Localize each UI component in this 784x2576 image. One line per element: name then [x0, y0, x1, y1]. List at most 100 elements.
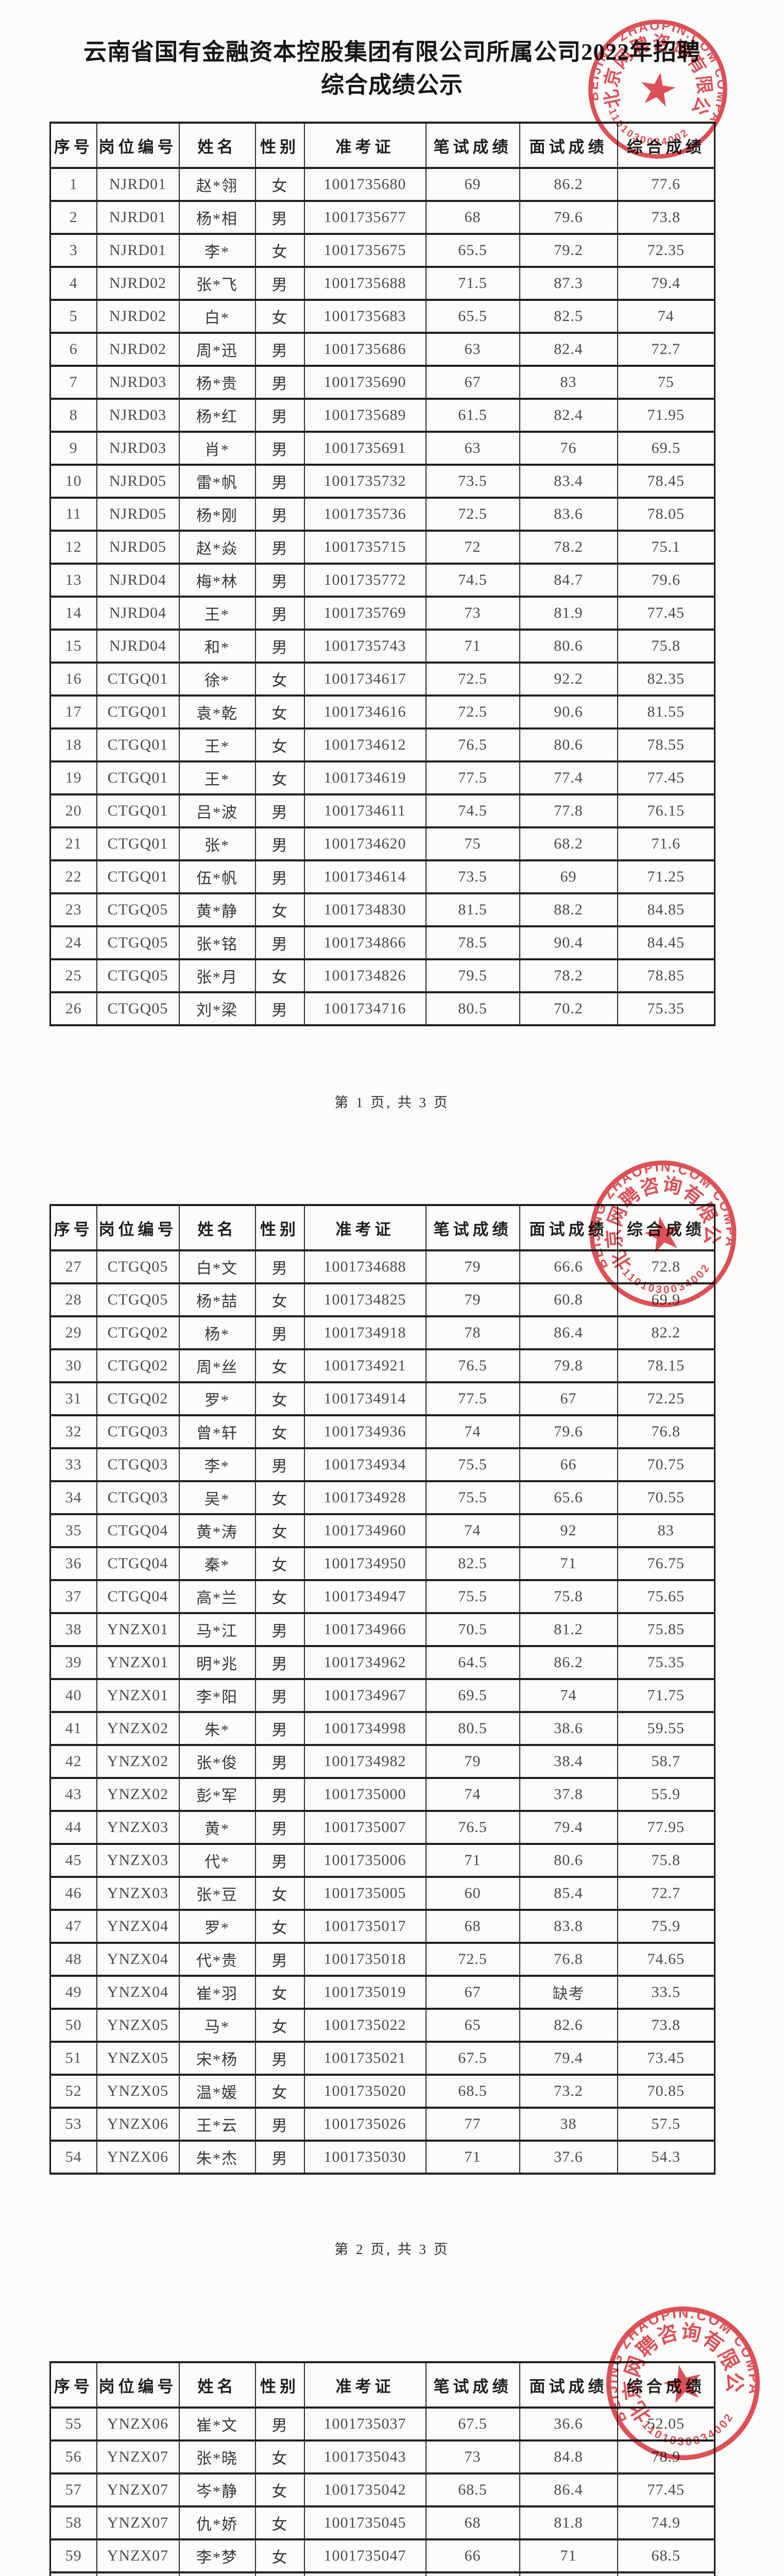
cell-interview-score: 74	[519, 1678, 618, 1713]
cell-interview-score: 85.4	[519, 1876, 618, 1911]
cell-written-score: 64.5	[425, 1645, 520, 1680]
cell-index: 5	[49, 299, 97, 334]
cell-interview-score: 65.6	[519, 1480, 618, 1515]
col-header-written: 笔试成绩	[425, 2361, 520, 2409]
cell-interview-score: 66	[519, 1447, 618, 1482]
table-row: 44 YNZX03 黄* 男 1001735007 76.5 79.4 77.95	[49, 1810, 715, 1845]
cell-exam-id: 1001734620	[303, 826, 427, 861]
cell-exam-id: 1001735677	[303, 200, 427, 235]
cell-exam-id: 1001735675	[303, 233, 427, 268]
cell-interview-score: 90.4	[519, 925, 618, 960]
table-row: 53 YNZX06 王*云男 1001735026 77 38 57.5	[49, 2107, 715, 2142]
cell-position-id: NJRD03	[96, 365, 180, 400]
table-row: 20 CTGQ01 吕*波男 1001734611 74.5 77.8 76.15	[49, 793, 715, 828]
cell-index: 35	[49, 1513, 97, 1548]
cell-index: 59	[49, 2538, 97, 2573]
cell-position-id: YNZX07	[96, 2472, 180, 2507]
col-header-overall: 综合成绩	[617, 1204, 715, 1251]
cell-exam-id: 1001734936	[303, 1414, 427, 1449]
cell-gender: 男	[254, 1711, 305, 1746]
cell-interview-score: 81.9	[519, 596, 618, 631]
cell-overall-score: 78.85	[617, 958, 715, 993]
cell-index: 52	[49, 2074, 97, 2109]
cell-name: 高*兰	[178, 1579, 256, 1614]
cell-exam-id: 1001734914	[303, 1381, 427, 1416]
cell-index: 28	[49, 1282, 97, 1317]
cell-written-score: 80.5	[425, 1711, 520, 1746]
cell-gender: 女	[254, 2472, 305, 2507]
cell-index: 3	[49, 233, 97, 268]
cell-written-score: 72	[425, 530, 520, 565]
cell-exam-id: 1001735769	[303, 596, 427, 631]
cell-name: 李*梦	[178, 2538, 256, 2573]
cell-position-id: YNZX07	[96, 2538, 180, 2573]
cell-index: 21	[49, 826, 97, 861]
cell-overall-score: 69.9	[617, 1282, 715, 1317]
cell-interview-score: 82.4	[519, 398, 618, 433]
cell-written-score: 70.5	[425, 1612, 520, 1647]
cell-overall-score: 52.05	[617, 2406, 715, 2442]
cell-overall-score: 33.5	[617, 1975, 715, 2010]
cell-name: 黄*	[178, 1810, 256, 1845]
col-header-exam-id: 准考证	[303, 122, 427, 169]
cell-interview-score: 79.6	[519, 200, 618, 235]
cell-name: 刘*梁	[178, 991, 256, 1026]
cell-position-id: NJRD05	[96, 530, 180, 565]
cell-index: 44	[49, 1810, 97, 1845]
cell-interview-score: 87.3	[519, 266, 618, 301]
table-row: 40 YNZX01 李*阳男 1001734967 69.5 74 71.75	[49, 1678, 715, 1713]
cell-name: 杨*	[178, 1315, 256, 1350]
cell-name: 王*	[178, 727, 256, 762]
table-row: 9 NJRD03 肖* 男 1001735691 63 76 69.5	[49, 431, 715, 466]
cell-position-id: YNZX01	[96, 1678, 180, 1713]
cell-gender: 女	[254, 1381, 305, 1416]
cell-overall-score: 77.6	[617, 167, 715, 202]
cell-overall-score: 75	[617, 365, 715, 400]
page-title-line2: 综合成绩公示	[320, 72, 463, 98]
cell-overall-score: 71.25	[617, 859, 715, 894]
cell-index: 51	[49, 2041, 97, 2076]
cell-gender: 男	[254, 464, 305, 499]
cell-exam-id: 1001734612	[303, 727, 427, 762]
cell-exam-id: 1001735038	[303, 2571, 427, 2576]
cell-written-score: 74.5	[425, 563, 520, 598]
cell-interview-score: 37.8	[519, 1777, 618, 1812]
cell-gender: 男	[254, 859, 305, 894]
cell-exam-id: 1001735017	[303, 1909, 427, 1944]
cell-overall-score: 78.05	[617, 497, 715, 532]
cell-gender: 男	[254, 200, 305, 235]
cell-gender: 男	[254, 1810, 305, 1845]
cell-gender: 女	[254, 1909, 305, 1944]
table-row: 57 YNZX07 岑*静女 1001735042 68.5 86.4 77.45	[49, 2472, 715, 2507]
cell-name: 李*阳	[178, 1678, 256, 1713]
cell-name: 王*	[178, 760, 256, 795]
cell-name: 杨*红	[178, 398, 256, 433]
cell-gender: 男	[254, 793, 305, 828]
col-header-gender: 性别	[254, 2361, 305, 2409]
cell-position-id: NJRD01	[96, 200, 180, 235]
cell-gender: 女	[254, 727, 305, 762]
cell-name: 雷*帆	[178, 464, 256, 499]
cell-name: 白*	[178, 299, 256, 334]
cell-exam-id: 1001734688	[303, 1249, 427, 1284]
cell-interview-score: 79.4	[519, 1810, 618, 1845]
cell-written-score: 75	[425, 2571, 520, 2576]
cell-gender: 女	[254, 233, 305, 268]
cell-gender: 女	[254, 1513, 305, 1548]
cell-written-score: 68	[425, 200, 520, 235]
cell-gender: 女	[254, 2439, 305, 2475]
cell-name: 王*	[178, 596, 256, 631]
cell-position-id: YNZX06	[96, 2107, 180, 2142]
cell-name: 朱*	[178, 1711, 256, 1746]
cell-written-score: 65.5	[425, 299, 520, 334]
cell-overall-score: 78.15	[617, 1348, 715, 1383]
cell-exam-id: 1001734918	[303, 1315, 427, 1350]
cell-gender: 女	[254, 167, 305, 202]
cell-interview-score: 66.6	[519, 1249, 618, 1284]
cell-position-id: CTGQ01	[96, 760, 180, 795]
cell-written-score: 76.5	[425, 1348, 520, 1383]
cell-index: 9	[49, 431, 97, 466]
cell-gender: 女	[254, 1480, 305, 1515]
cell-name: 赵*焱	[178, 530, 256, 565]
cell-overall-score: 75.35	[617, 991, 715, 1026]
